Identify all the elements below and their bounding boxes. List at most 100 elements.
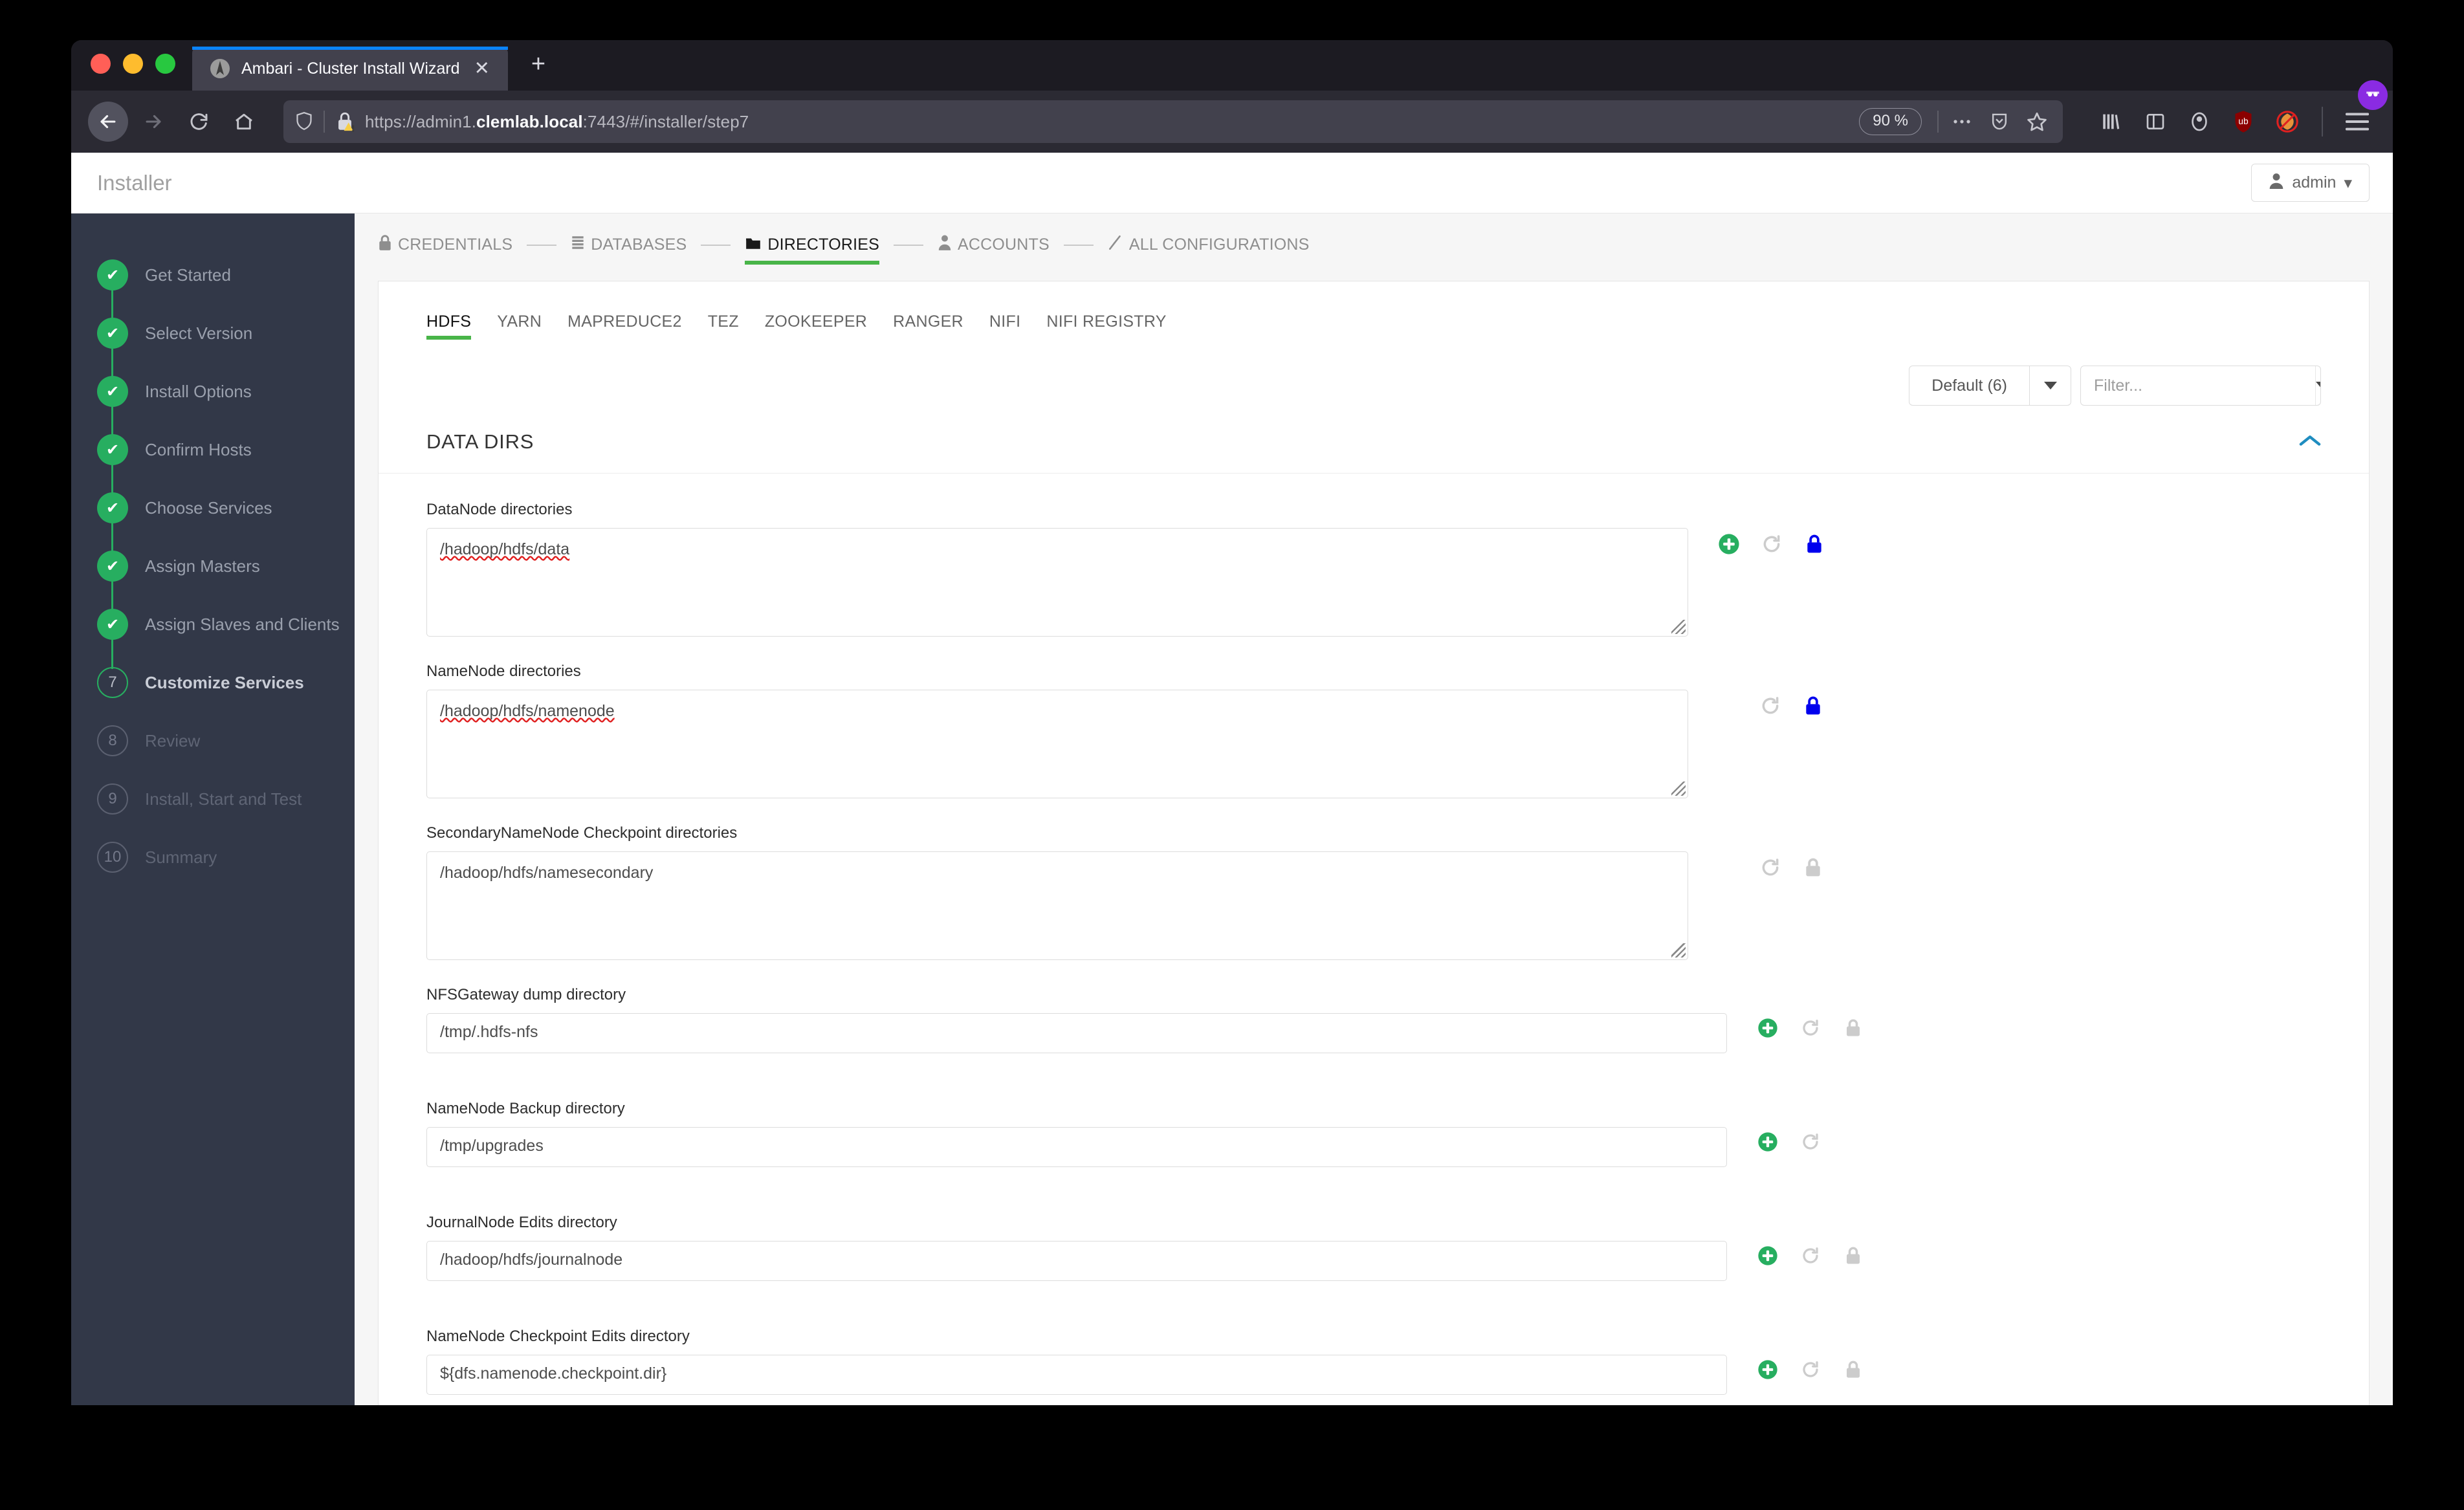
tracking-protection-shield-icon[interactable] xyxy=(295,111,314,133)
lock-icon[interactable] xyxy=(1801,855,1825,880)
reload-icon[interactable] xyxy=(179,102,219,142)
service-tab-hdfs[interactable]: HDFS xyxy=(426,312,472,340)
sidebar-item-install-start-and-test[interactable]: 9 Install, Start and Test xyxy=(71,770,355,828)
spacer xyxy=(379,1281,2369,1328)
lock-icon[interactable] xyxy=(1801,694,1825,718)
add-property-icon[interactable] xyxy=(1755,1130,1780,1154)
sidebar-item-review[interactable]: 8 Review xyxy=(71,712,355,770)
field-actions xyxy=(1727,986,1865,1040)
ublock-origin-icon[interactable]: ub xyxy=(2225,103,2262,140)
add-property-icon[interactable] xyxy=(1755,1357,1780,1382)
url-text[interactable]: https://admin1.clemlab.local:7443/#/inst… xyxy=(365,112,1850,132)
add-property-icon[interactable] xyxy=(1755,1243,1780,1268)
sidebar-item-summary[interactable]: 10 Summary xyxy=(71,828,355,886)
tab-credentials[interactable]: CREDENTIALS xyxy=(378,234,512,265)
chevron-down-icon[interactable] xyxy=(2315,366,2320,405)
url-bar[interactable]: https://admin1.clemlab.local:7443/#/inst… xyxy=(283,100,2063,143)
zoom-level-badge[interactable]: 90 % xyxy=(1859,108,1922,135)
chevron-up-icon[interactable] xyxy=(2299,433,2321,451)
field-label: NameNode Checkpoint Edits directory xyxy=(426,1328,690,1345)
tab-directories[interactable]: DIRECTORIES xyxy=(745,234,879,265)
revert-icon[interactable] xyxy=(1759,532,1784,556)
avatar[interactable] xyxy=(2358,80,2388,110)
lock-icon[interactable] xyxy=(1841,1016,1865,1040)
forward-arrow-icon[interactable] xyxy=(133,102,173,142)
sidebar-item-confirm-hosts[interactable]: ✔ Confirm Hosts xyxy=(71,421,355,479)
revert-icon[interactable] xyxy=(1758,855,1783,880)
home-icon[interactable] xyxy=(224,102,264,142)
user-menu-label: admin xyxy=(2292,173,2337,191)
sidebar-item-select-version[interactable]: ✔ Select Version xyxy=(71,304,355,362)
revert-icon[interactable] xyxy=(1798,1357,1823,1382)
app-header: Installer admin ▾ xyxy=(71,153,2393,213)
revert-icon[interactable] xyxy=(1798,1243,1823,1268)
sidebar-item-install-options[interactable]: ✔ Install Options xyxy=(71,362,355,421)
field-label: DataNode directories xyxy=(426,501,573,518)
datanode-directories-textarea[interactable]: /hadoop/hdfs/data xyxy=(426,528,1688,637)
close-window-button[interactable] xyxy=(91,54,111,74)
user-menu-button[interactable]: admin ▾ xyxy=(2251,164,2370,202)
extension-blocked-icon[interactable] xyxy=(2269,103,2306,140)
journalnode-edits-directory-input[interactable]: /hadoop/hdfs/journalnode xyxy=(426,1241,1727,1281)
sidebar-item-get-started[interactable]: ✔ Get Started xyxy=(71,246,355,304)
sidebar-icon[interactable] xyxy=(2137,103,2174,140)
sidebar-item-assign-masters[interactable]: ✔ Assign Masters xyxy=(71,537,355,595)
revert-icon[interactable] xyxy=(1758,694,1783,718)
service-tab-nifi[interactable]: NIFI xyxy=(989,312,1021,331)
library-icon[interactable] xyxy=(2093,103,2130,140)
nav-separator xyxy=(527,244,557,246)
field-value: /hadoop/hdfs/journalnode xyxy=(440,1251,623,1269)
hamburger-menu-icon[interactable] xyxy=(2338,103,2376,140)
step-status-icon: ✔ xyxy=(97,609,128,640)
config-group-value: Default (6) xyxy=(1931,376,2007,395)
service-tab-nifi-registry[interactable]: NIFI REGISTRY xyxy=(1046,312,1167,331)
resize-handle[interactable] xyxy=(1671,943,1686,957)
minimize-window-button[interactable] xyxy=(123,54,143,74)
tab-accounts[interactable]: ACCOUNTS xyxy=(938,234,1050,265)
namenode-directories-textarea[interactable]: /hadoop/hdfs/namenode xyxy=(426,690,1688,798)
filter-input[interactable] xyxy=(2081,366,2315,405)
add-property-icon[interactable] xyxy=(1717,532,1741,556)
tab-all-configurations[interactable]: ALL CONFIGURATIONS xyxy=(1108,234,1310,265)
lock-icon[interactable] xyxy=(1841,1243,1865,1268)
secondarynamenode-checkpoint-directories-textarea[interactable]: /hadoop/hdfs/namesecondary xyxy=(426,851,1688,960)
back-arrow-icon[interactable] xyxy=(88,102,128,142)
service-tab-tez[interactable]: TEZ xyxy=(707,312,739,331)
resize-handle[interactable] xyxy=(1671,782,1686,796)
chevron-down-icon[interactable] xyxy=(2029,366,2071,405)
spacer xyxy=(379,960,2369,986)
namenode-checkpoint-edits-directory-input[interactable]: ${dfs.namenode.checkpoint.dir} xyxy=(426,1355,1727,1395)
close-icon[interactable]: ✕ xyxy=(474,58,490,79)
resize-handle[interactable] xyxy=(1671,620,1686,634)
service-tab-zookeeper[interactable]: ZOOKEEPER xyxy=(764,312,868,331)
sidebar-item-assign-slaves-and-clients[interactable]: ✔ Assign Slaves and Clients xyxy=(71,595,355,653)
add-property-icon[interactable] xyxy=(1755,1016,1780,1040)
service-tab-ranger[interactable]: RANGER xyxy=(893,312,963,331)
page-actions-ellipsis-icon[interactable] xyxy=(1948,107,1976,136)
pocket-save-icon[interactable] xyxy=(1985,107,2014,136)
sidebar-item-customize-services[interactable]: 7 Customize Services xyxy=(71,653,355,712)
filter-input-group[interactable] xyxy=(2080,366,2321,406)
tab-label: ALL CONFIGURATIONS xyxy=(1128,235,1310,254)
browser-tab[interactable]: Ambari - Cluster Install Wizard ✕ xyxy=(192,47,508,91)
lock-icon[interactable] xyxy=(1841,1357,1865,1382)
sidebar-item-choose-services[interactable]: ✔ Choose Services xyxy=(71,479,355,537)
account-icon[interactable] xyxy=(2181,103,2218,140)
nfsgateway-dump-directory-input[interactable]: /tmp/.hdfs-nfs xyxy=(426,1013,1727,1053)
config-group-dropdown[interactable]: Default (6) xyxy=(1909,366,2071,406)
page-title: Installer xyxy=(97,170,172,195)
new-tab-button[interactable]: + xyxy=(531,50,546,78)
config-field: SecondaryNameNode Checkpoint directories… xyxy=(379,824,2369,960)
maximize-window-button[interactable] xyxy=(155,54,175,74)
revert-icon[interactable] xyxy=(1798,1016,1823,1040)
insecure-lock-warning-icon[interactable] xyxy=(334,111,356,133)
field-value: /hadoop/hdfs/data xyxy=(440,540,570,558)
namenode-backup-directory-input[interactable]: /tmp/upgrades xyxy=(426,1127,1727,1167)
lock-icon[interactable] xyxy=(1802,532,1827,556)
bookmark-star-icon[interactable] xyxy=(2023,107,2051,136)
service-tab-mapreduce2[interactable]: MAPREDUCE2 xyxy=(567,312,682,331)
service-tab-yarn[interactable]: YARN xyxy=(497,312,542,331)
revert-icon[interactable] xyxy=(1798,1130,1823,1154)
tab-databases[interactable]: DATABASES xyxy=(571,234,687,265)
step-status-icon: ✔ xyxy=(97,434,128,465)
